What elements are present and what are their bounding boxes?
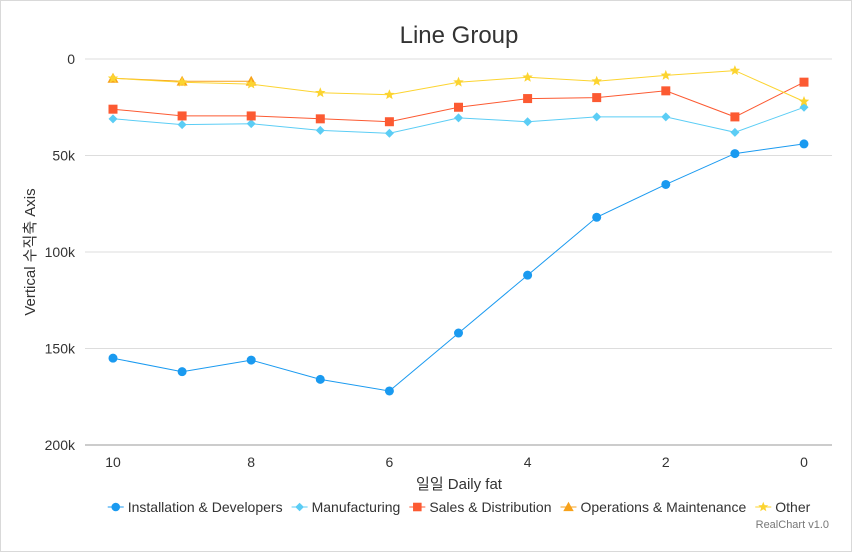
legend-item[interactable]: Operations & Maintenance (560, 499, 746, 515)
legend-marker (295, 502, 304, 512)
data-point[interactable] (592, 212, 602, 222)
data-point[interactable] (730, 112, 740, 122)
series-line (112, 70, 805, 102)
y-tick-label: 100k (45, 244, 76, 260)
axes: 0 50k 100k 150k 200k 10 8 6 4 2 0 (45, 51, 832, 470)
data-point[interactable] (730, 127, 740, 137)
series-sales-distribution (108, 77, 809, 127)
legend-item[interactable]: Installation & Developers (107, 499, 283, 515)
y-tick-label: 0 (67, 51, 75, 67)
data-point[interactable] (108, 114, 118, 124)
data-point[interactable] (523, 117, 533, 127)
legend: Installation & Developers Manufacturing Sa… (107, 499, 811, 515)
x-axis-title: 일일 Daily fat (416, 476, 503, 493)
data-point[interactable] (798, 95, 810, 106)
y-tick-label: 200k (45, 437, 76, 453)
x-tick-label: 0 (800, 454, 808, 470)
y-tick-label: 50k (52, 148, 76, 164)
data-point[interactable] (384, 128, 394, 138)
data-point[interactable] (177, 367, 187, 377)
data-point[interactable] (523, 94, 533, 104)
data-point[interactable] (176, 76, 188, 87)
data-point[interactable] (522, 71, 533, 82)
legend-label: Sales & Distribution (429, 499, 551, 515)
data-point[interactable] (454, 113, 463, 123)
data-point[interactable] (177, 111, 187, 121)
data-point[interactable] (799, 102, 809, 112)
x-tick-label: 2 (662, 454, 670, 470)
y-axis-title: Vertical 수직축 Axis (22, 188, 39, 315)
x-tick-label: 6 (386, 454, 394, 470)
data-point[interactable] (523, 270, 533, 280)
data-point[interactable] (661, 179, 671, 189)
data-point[interactable] (453, 76, 464, 87)
y-tick-label: 150k (45, 341, 76, 357)
data-point[interactable] (384, 117, 394, 127)
series-layer (107, 65, 810, 396)
legend-marker (111, 502, 121, 512)
series-manufacturing (108, 102, 809, 138)
legend-label: Other (775, 499, 810, 515)
legend-item[interactable]: Sales & Distribution (409, 499, 551, 515)
data-point[interactable] (315, 114, 325, 124)
data-point[interactable] (661, 112, 671, 122)
data-point[interactable] (177, 120, 187, 130)
data-point[interactable] (246, 355, 256, 365)
data-point[interactable] (315, 374, 325, 384)
series-installation-developers (108, 139, 809, 396)
series-line (112, 143, 805, 392)
data-point[interactable] (592, 93, 602, 103)
data-point[interactable] (730, 149, 740, 159)
data-point[interactable] (454, 102, 463, 112)
legend-marker (563, 501, 574, 512)
data-point[interactable] (315, 125, 325, 135)
data-point[interactable] (246, 111, 256, 121)
credit-label: RealChart v1.0 (756, 519, 829, 531)
legend-marker (758, 501, 769, 512)
data-point[interactable] (107, 72, 119, 83)
data-point[interactable] (108, 104, 118, 114)
data-point[interactable] (384, 89, 395, 100)
data-point[interactable] (246, 119, 256, 129)
data-point[interactable] (245, 78, 257, 89)
chart-title: Line Group (400, 22, 519, 49)
legend-item[interactable]: Manufacturing (291, 499, 401, 515)
legend-marker (413, 502, 422, 512)
data-point[interactable] (799, 77, 809, 87)
data-point[interactable] (729, 65, 741, 76)
data-point[interactable] (108, 353, 118, 363)
data-point[interactable] (592, 112, 602, 122)
series-other (107, 65, 810, 106)
x-tick-label: 8 (247, 454, 255, 470)
legend-item[interactable]: Other (755, 499, 811, 515)
x-tick-label: 10 (105, 454, 121, 470)
data-point[interactable] (384, 386, 394, 396)
legend-label: Operations & Maintenance (580, 499, 746, 515)
data-point[interactable] (315, 87, 326, 98)
data-point[interactable] (661, 86, 671, 96)
data-point[interactable] (454, 328, 463, 338)
data-point[interactable] (591, 75, 602, 86)
legend-label: Manufacturing (312, 499, 401, 515)
legend-label: Installation & Developers (128, 499, 283, 515)
data-point[interactable] (799, 139, 809, 149)
data-point[interactable] (660, 69, 672, 80)
grid (85, 58, 832, 349)
x-tick-label: 4 (524, 454, 532, 470)
